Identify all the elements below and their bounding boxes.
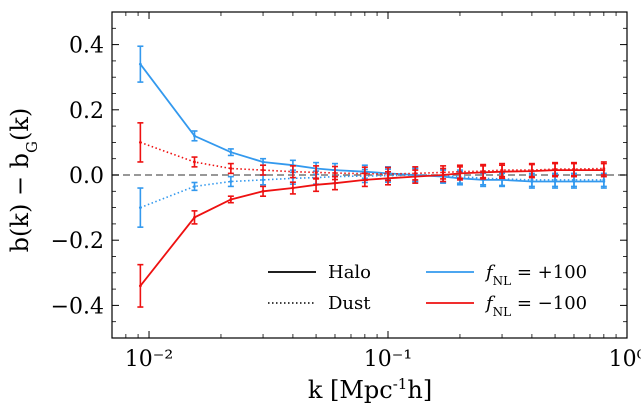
series-halo-fnl-minus100-errorbar xyxy=(289,181,296,195)
data-point xyxy=(602,168,606,172)
data-point xyxy=(500,170,504,174)
series-dust-fnl-minus100-errorbar xyxy=(289,165,296,179)
x-tick-label: 10⁰ xyxy=(609,347,641,372)
x-tick-label: 10⁻¹ xyxy=(364,347,412,372)
series-halo-fnl-plus100 xyxy=(137,45,607,189)
series-halo-fnl-minus100-errorbar xyxy=(137,263,144,308)
series-dust-fnl-plus100 xyxy=(137,167,607,228)
series-halo-fnl-minus100-errorbar xyxy=(528,163,535,179)
data-point xyxy=(553,168,557,172)
y-tick-label: 0.2 xyxy=(69,99,104,124)
data-point xyxy=(386,176,390,180)
data-point xyxy=(572,168,576,172)
data-point xyxy=(333,181,337,185)
data-point xyxy=(261,189,265,193)
y-axis-label: b(k) − bG(k) xyxy=(6,108,41,253)
series-halo-fnl-minus100-errorbar xyxy=(552,162,559,178)
series-dust-fnl-minus100-line xyxy=(140,141,604,175)
series-halo-fnl-minus100-errorbar xyxy=(385,170,392,186)
data-point xyxy=(363,178,367,182)
y-tick-label: −0.2 xyxy=(51,229,104,254)
legend-item-0: Halo xyxy=(268,262,371,283)
series-halo-fnl-minus100-errorbar xyxy=(191,210,198,225)
data-point xyxy=(333,171,337,175)
axes: 0.4 0.2 0.0 −0.2 −0.4 10⁻² 10⁻¹ 10⁰ xyxy=(51,11,641,372)
series-halo-fnl-plus100-errorbar xyxy=(227,148,234,157)
series-dust-fnl-minus100-errorbar xyxy=(227,162,234,175)
series-dust-fnl-plus100-errorbar xyxy=(227,175,234,188)
x-axis-label: k [Mpc-1h] xyxy=(308,375,432,404)
data-point xyxy=(261,168,265,172)
data-point xyxy=(314,170,318,174)
series-halo-fnl-minus100-errorbar xyxy=(456,166,463,181)
series-halo-fnl-minus100-errorbar xyxy=(499,164,506,180)
legend-label: Halo xyxy=(328,262,371,283)
legend-label: Dust xyxy=(328,293,371,314)
plot-clip-group xyxy=(112,45,627,308)
data-point xyxy=(138,284,142,288)
series-dust-fnl-minus100-errorbar xyxy=(137,122,144,163)
y-tick-label: 0.4 xyxy=(69,34,104,59)
plot-area xyxy=(112,45,627,308)
data-point xyxy=(314,183,318,187)
series-halo-fnl-minus100-errorbar xyxy=(331,175,338,191)
data-point xyxy=(229,150,233,154)
legend: Halo Dust fNL = +100 fNL = −100 xyxy=(268,262,587,319)
legend-item-3: fNL = −100 xyxy=(426,293,587,319)
series-halo-fnl-minus100-errorbar xyxy=(570,162,577,178)
series-halo-fnl-minus100-line xyxy=(139,169,604,287)
series-dust-fnl-plus100-errorbar xyxy=(137,187,144,228)
data-point xyxy=(261,178,265,182)
data-point xyxy=(193,134,196,138)
legend-item-1: Dust xyxy=(268,293,371,314)
y-tick-label: 0.0 xyxy=(69,164,104,189)
data-point xyxy=(602,178,606,182)
series-halo-fnl-minus100-errorbar xyxy=(600,162,607,178)
series-halo-fnl-minus100-errorbar xyxy=(440,167,447,183)
data-point xyxy=(193,185,196,188)
x-tick-label: 10⁻² xyxy=(125,347,173,372)
series-halo-fnl-minus100-errorbar xyxy=(313,177,320,193)
data-point xyxy=(441,173,445,177)
series-halo-fnl-minus100-errorbar xyxy=(361,172,368,188)
data-point xyxy=(413,175,417,179)
series-dust-fnl-minus100-errorbar xyxy=(260,164,267,176)
data-point xyxy=(229,167,233,170)
data-point xyxy=(193,160,196,164)
series-halo-fnl-minus100-errorbar xyxy=(227,195,234,204)
data-point xyxy=(138,206,142,210)
data-point xyxy=(572,178,576,182)
y-tick-label: −0.4 xyxy=(51,294,104,319)
data-point xyxy=(138,141,142,144)
data-point xyxy=(229,180,233,183)
series-dust-fnl-plus100-errorbar xyxy=(191,181,198,192)
data-point xyxy=(458,171,462,175)
series-dust-fnl-minus100-errorbar xyxy=(191,156,198,168)
series-halo-fnl-plus100-errorbar xyxy=(191,130,198,142)
data-point xyxy=(193,215,196,219)
data-point xyxy=(530,169,534,173)
data-point xyxy=(229,198,233,201)
data-point xyxy=(530,178,534,182)
series-halo-fnl-plus100-errorbar xyxy=(137,45,144,83)
legend-label: fNL = +100 xyxy=(484,262,587,288)
series-halo-fnl-minus100-errorbar xyxy=(480,165,487,180)
data-point xyxy=(138,62,142,66)
data-point xyxy=(553,178,557,182)
data-point xyxy=(291,186,295,190)
legend-label: fNL = −100 xyxy=(484,293,587,319)
data-point xyxy=(291,170,295,174)
legend-item-2: fNL = +100 xyxy=(426,262,587,288)
series-halo-fnl-minus100-errorbar xyxy=(260,185,267,197)
series-halo-fnl-minus100 xyxy=(137,162,607,308)
series-halo-fnl-minus100-errorbar xyxy=(412,169,419,184)
data-point xyxy=(481,170,485,174)
data-point xyxy=(261,160,265,164)
